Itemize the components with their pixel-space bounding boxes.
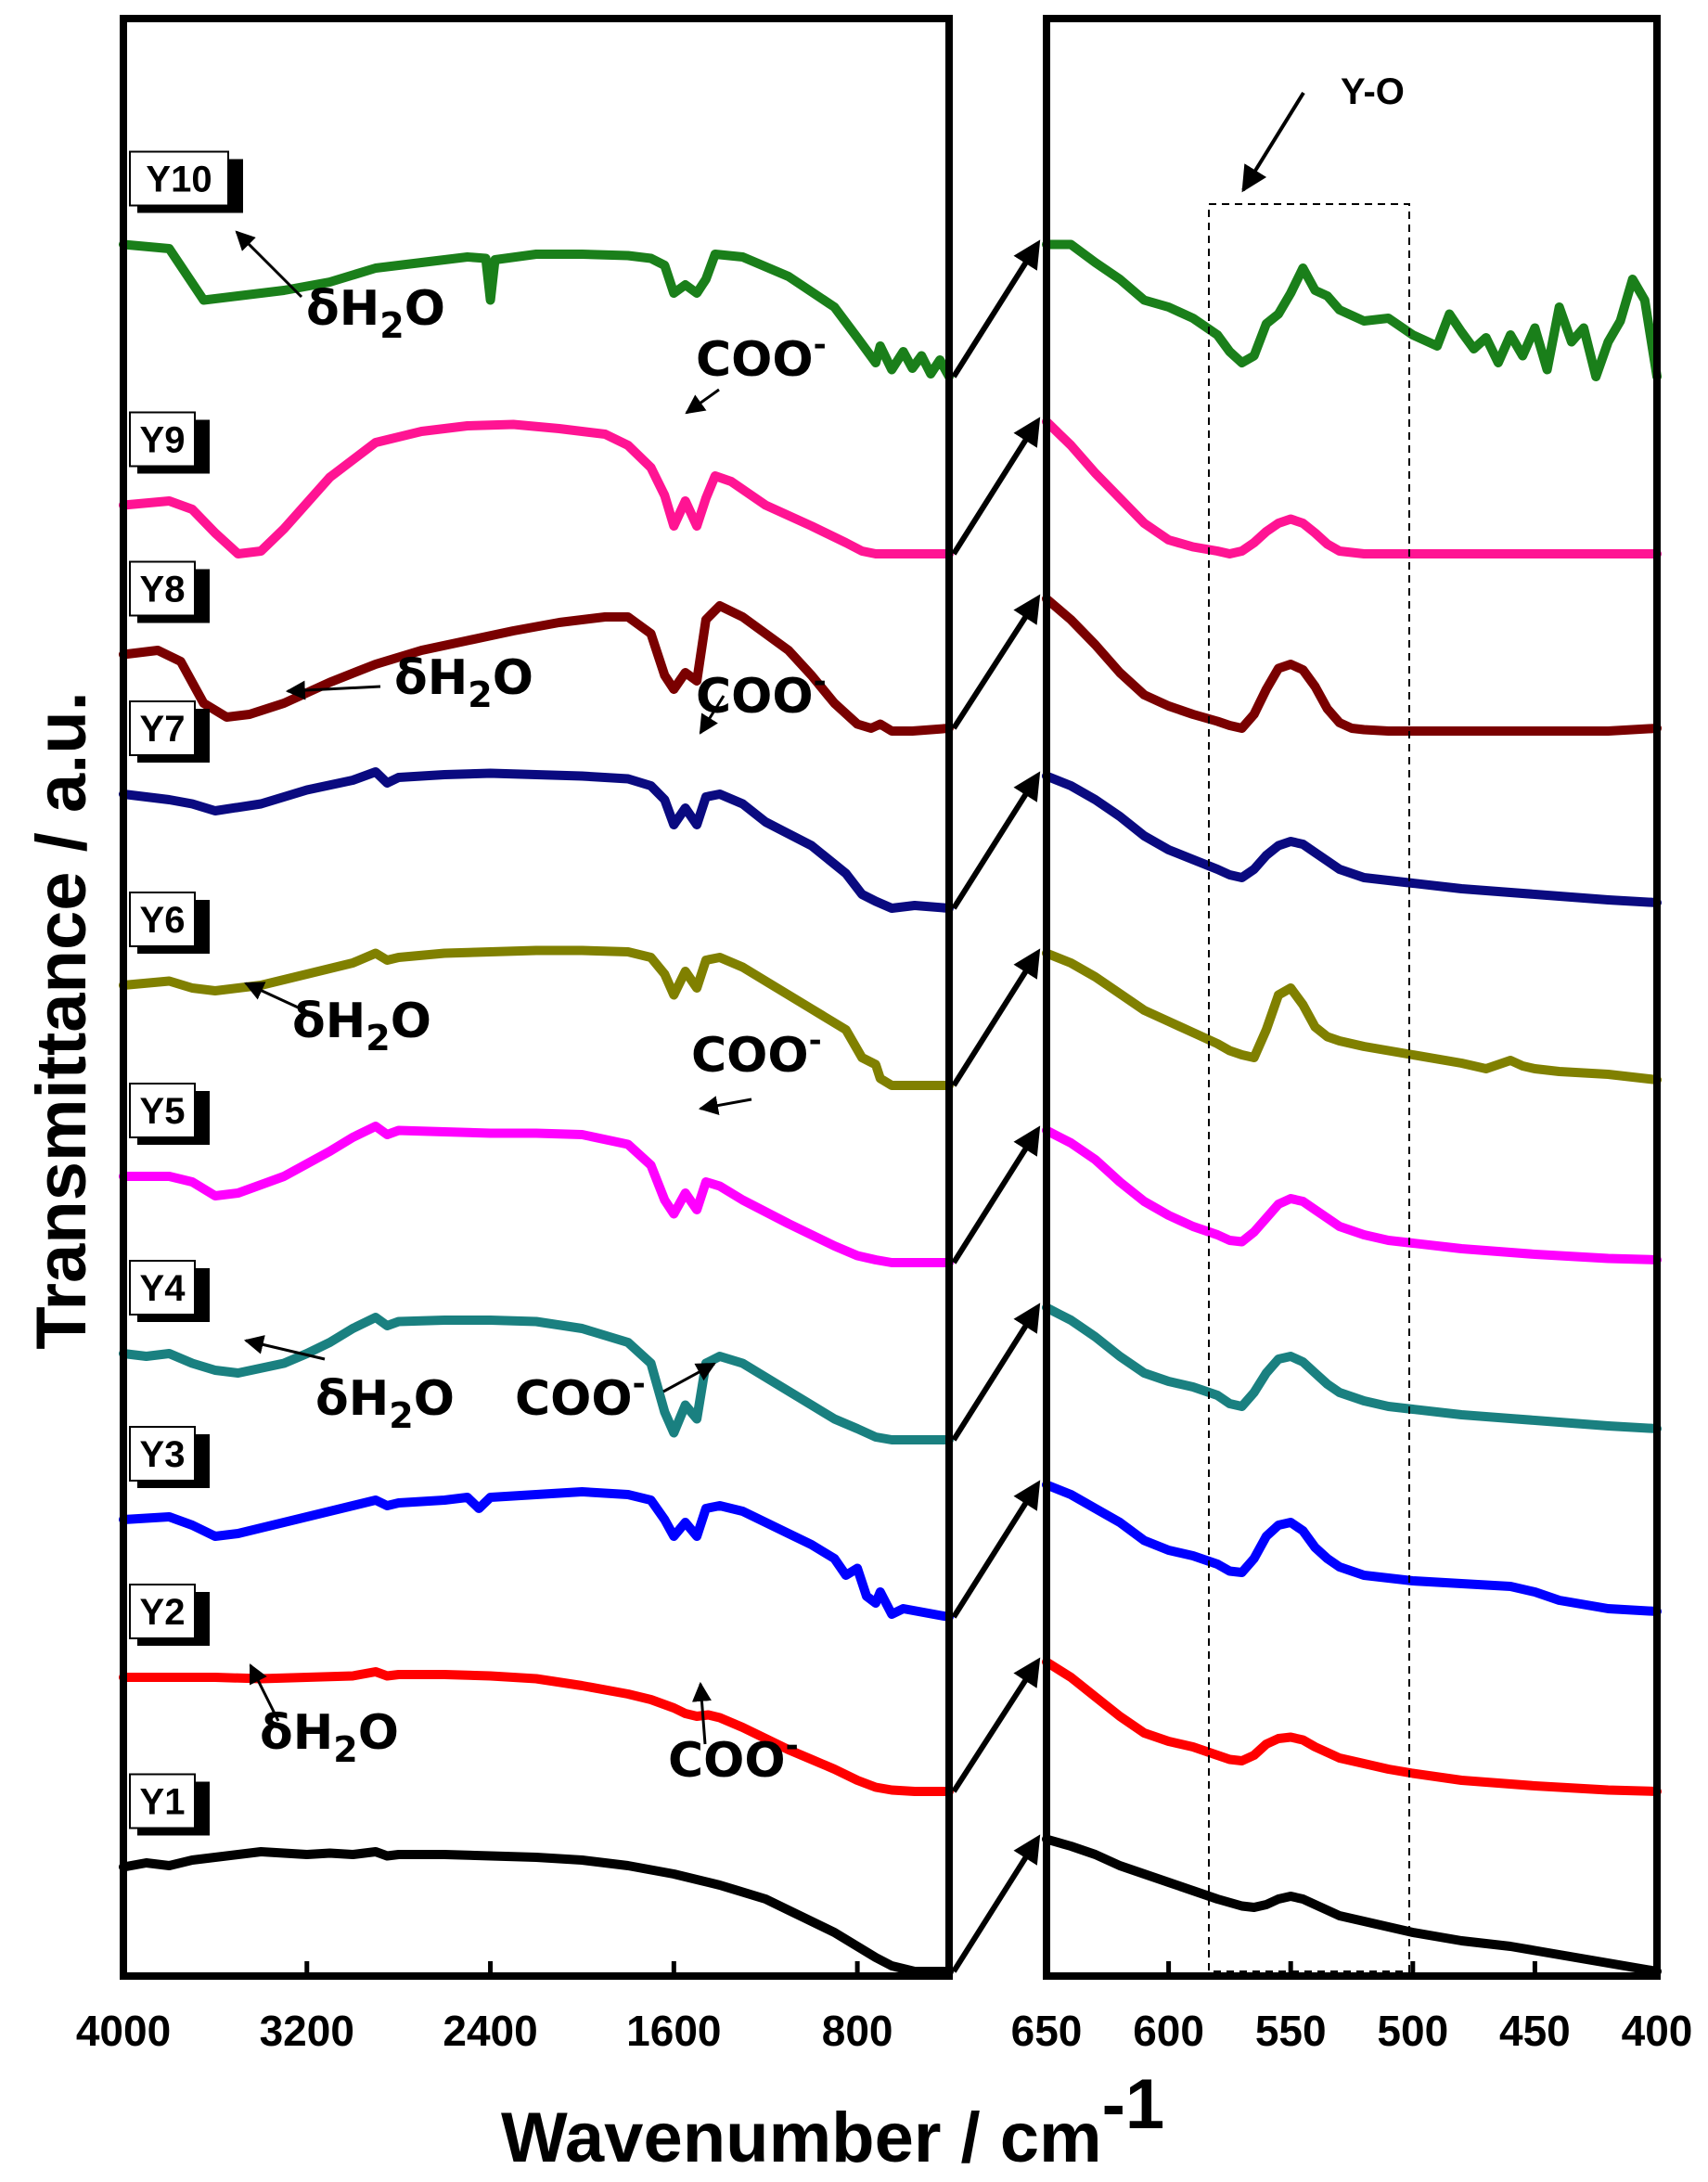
left-trace-y1 (119, 1847, 954, 1976)
left-trace-y5 (119, 1122, 954, 1267)
sample-label-text: Y5 (140, 1091, 186, 1132)
connector-arrow-y3 (951, 1480, 1041, 1619)
sample-label-text: Y10 (146, 160, 212, 200)
connector-arrow-y4 (951, 1303, 1041, 1442)
right-trace-y8 (1042, 594, 1662, 736)
sample-label-y5: Y5 (129, 1083, 210, 1145)
y-o-region-box (1208, 203, 1410, 1972)
sample-label-text: Y2 (140, 1592, 186, 1633)
right-trace-y5 (1042, 1125, 1662, 1264)
svg-text:COO-: COO- (696, 327, 827, 388)
coo-annotation-y8: COO- (696, 663, 827, 735)
y-o-region-label: Y-O (1341, 71, 1405, 112)
sample-label-y8: Y8 (129, 560, 210, 623)
svg-text:COO-: COO- (696, 663, 827, 725)
sample-label-text: Y4 (140, 1268, 186, 1309)
tick-layer: 4000 3200 2400 1600 800 650 600 550 500 450 400 (76, 1961, 1693, 2055)
left-tick-label-3200: 3200 (260, 2007, 354, 2055)
connector-arrows (951, 239, 1041, 1973)
sample-label-y9: Y9 (129, 411, 210, 474)
connector-arrow-y1 (951, 1834, 1041, 1973)
left-trace-y2 (119, 1667, 954, 1796)
coo-annotation-y9: COO- (685, 327, 827, 415)
sample-label-text: Y3 (140, 1434, 186, 1475)
right-trace-y6 (1042, 948, 1662, 1085)
label-layer: Y10 Y9 Y8 Y7 Y6 Y5 Y4 Y3 Y2 Y1 (129, 150, 243, 1836)
right-trace-y10 (1042, 239, 1662, 381)
connector-arrow-y6 (951, 948, 1041, 1087)
coo-annotation-y2: COO- (668, 1681, 799, 1789)
sample-label-text: Y9 (140, 420, 186, 461)
left-tick-label-800: 800 (822, 2007, 893, 2055)
connector-arrow-y5 (951, 1125, 1041, 1264)
sample-label-text: Y6 (140, 900, 186, 941)
right-trace-y9 (1042, 417, 1662, 558)
left-trace-y6 (119, 945, 954, 1090)
right-tick-label-650: 650 (1011, 2007, 1083, 2055)
right-tick-label-600: 600 (1133, 2007, 1204, 2055)
right-trace-y1 (1042, 1834, 1662, 1976)
svg-text:δH2O: δH2O (394, 650, 533, 715)
right-trace-y3 (1042, 1480, 1662, 1616)
dh2o-annotation-y4: δH2O (243, 1335, 455, 1436)
sample-label-y3: Y3 (129, 1426, 210, 1488)
svg-text:δH2O: δH2O (260, 1705, 399, 1770)
dh2o-annotation-y2: δH2O (249, 1663, 399, 1770)
sample-label-text: Y8 (140, 570, 186, 610)
left-tick-label-4000: 4000 (76, 2007, 171, 2055)
dh2o-annotation-y8: δH2O (285, 650, 533, 715)
svg-text:δH2O: δH2O (292, 994, 431, 1059)
y-o-region-arrow (1241, 91, 1305, 193)
right-panel-frame (1043, 15, 1661, 1980)
connector-arrow-y10 (951, 239, 1041, 379)
sample-label-y2: Y2 (129, 1584, 210, 1646)
left-trace-y7 (119, 767, 954, 913)
sample-label-y10: Y10 (129, 150, 243, 213)
x-axis-title: Wavenumber / cm-1 (501, 2065, 1164, 2177)
connector-arrow-y2 (951, 1657, 1041, 1793)
frame-layer (120, 15, 1661, 1980)
right-tick-label-500: 500 (1377, 2007, 1448, 2055)
svg-text:COO-: COO- (691, 1022, 822, 1084)
connector-arrow-y8 (951, 594, 1041, 730)
dh2o-annotation-y10: δH2O (235, 230, 445, 346)
right-tick-label-400: 400 (1622, 2007, 1693, 2055)
svg-text:COO-: COO- (668, 1727, 799, 1789)
connector-arrow-y9 (951, 417, 1041, 556)
sample-label-y6: Y6 (129, 892, 210, 954)
y-axis-title: Transmittance / a.u. (22, 691, 101, 1350)
sample-label-y4: Y4 (129, 1260, 210, 1322)
svg-text:COO-: COO- (515, 1366, 646, 1427)
left-trace-y9 (119, 419, 954, 558)
coo-annotation-y4: COO- (515, 1362, 716, 1427)
right-trace-y2 (1042, 1657, 1662, 1796)
svg-text:δH2O: δH2O (306, 281, 445, 346)
annotation-layer: δH2O COO-δH2O COO-δH2O COO-δH2O COO-δH2O COO- (235, 230, 827, 1789)
connector-arrow-y7 (951, 771, 1041, 910)
spectra-layer (119, 239, 1662, 1976)
left-trace-y8 (119, 601, 954, 736)
right-trace-y7 (1042, 771, 1662, 907)
left-tick-label-2400: 2400 (443, 2007, 537, 2055)
dh2o-annotation-y6: δH2O (244, 982, 431, 1059)
left-panel-frame (120, 15, 953, 1980)
sample-label-y7: Y7 (129, 700, 210, 763)
sample-label-y1: Y1 (129, 1773, 210, 1836)
sample-label-text: Y1 (140, 1782, 186, 1823)
left-trace-y10 (119, 239, 954, 381)
right-trace-y4 (1042, 1303, 1662, 1433)
right-tick-label-450: 450 (1499, 2007, 1571, 2055)
svg-text:δH2O: δH2O (315, 1371, 455, 1436)
x-axis-title-superscript: -1 (1102, 2065, 1165, 2144)
coo-annotation-y6: COO- (691, 1022, 822, 1115)
left-tick-label-1600: 1600 (626, 2007, 721, 2055)
left-trace-y4 (119, 1313, 954, 1444)
left-trace-y3 (119, 1487, 954, 1622)
right-tick-label-550: 550 (1255, 2007, 1327, 2055)
sample-label-text: Y7 (140, 709, 186, 750)
